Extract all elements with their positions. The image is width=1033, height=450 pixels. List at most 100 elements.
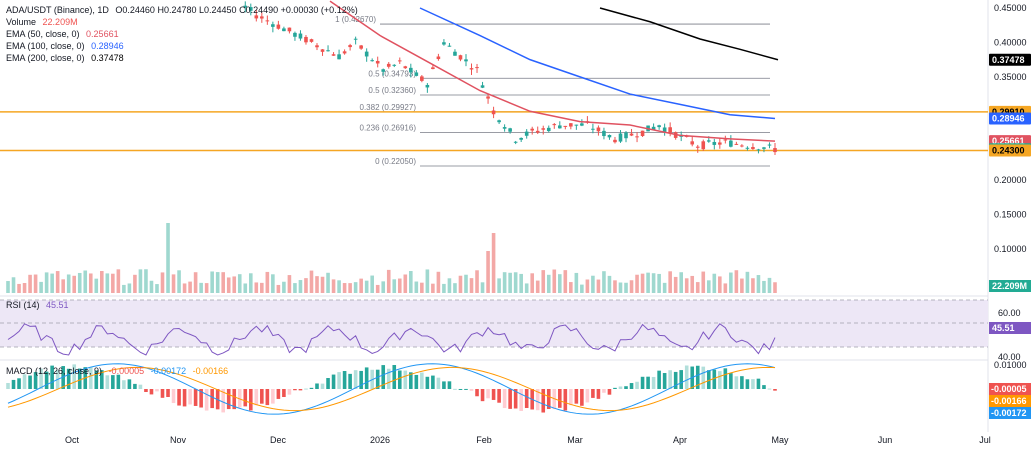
volume-bar [420,282,424,293]
volume-bar [11,277,16,293]
macd-hist-bar [425,376,430,389]
macd-label: MACD (12, 26, close, 9) [6,366,103,376]
volume-bar [684,278,689,293]
macd-hist-bar [651,376,656,389]
volume-bar [762,280,766,293]
volume-bar [44,272,49,293]
volume-bar [651,273,656,293]
macd-hist-bar [673,371,678,389]
candle-body [453,51,457,56]
macd-hist-bar [204,389,209,411]
candle-body [260,16,264,19]
volume-bar [39,281,43,293]
rsi-badge-text: 45.51 [992,323,1015,333]
macd-hist-bar [237,389,242,408]
volume-bar [668,271,672,293]
macd-hist-bar [326,378,330,389]
volume-bar [166,223,170,293]
macd-hist-bar [260,389,264,404]
volume-bar [580,284,584,293]
macd-hist-bar [77,368,82,389]
volume-bar [326,272,330,293]
macd-hist-bar [392,365,397,389]
macd-hist-bar [61,366,65,389]
macd-hist-bar [88,367,93,389]
macd-hist-bar [282,389,286,398]
volume-bar [210,271,214,293]
volume-bar [100,271,104,293]
candle-body [298,33,303,39]
macd-hist-bar [563,389,568,411]
macd-hist-bar [111,375,115,389]
candle-body [546,127,551,132]
macd-hist-bar [557,389,562,408]
time-tick-label: Oct [65,435,80,445]
macd-hist-bar [618,386,623,389]
candle-body [756,149,761,151]
candle-body [519,137,523,140]
fib-level-label: 0.5 (0.32360) [368,86,416,95]
ohlc-high: H0.24780 [157,5,197,15]
macd-badge [989,395,1031,407]
macd-hist-bar [210,389,214,409]
candle-body [243,5,248,8]
macd-hist-bar [397,370,402,389]
volume-bar [215,272,220,293]
price-badge [989,144,1031,157]
volume-bar [486,251,490,293]
candle-body [740,145,744,147]
volume-bar [375,284,380,293]
macd-hist-bar [602,389,606,393]
volume-bar [298,280,303,293]
candle-body [276,24,281,29]
macd-hist-bar [712,369,717,389]
macd-hist-bar [431,375,435,389]
macd-hist-bar [706,370,711,389]
volume-bar [17,283,21,293]
candle-body [364,51,369,57]
ohlc-close: C0.24490 [239,5,279,15]
price-badge-text: 0.24300 [992,146,1025,156]
candle-body [635,136,639,138]
candle-body [375,60,380,64]
volume-bar [342,283,347,293]
volume-bar [72,275,77,293]
volume-bar [260,282,264,293]
macd-hist-bar [751,379,755,389]
volume-label: Volume [6,17,37,27]
macd-hist-bar [519,389,523,411]
macd-hist-bar [613,387,617,389]
volume-bar [182,283,187,293]
macd-hist-bar [17,378,21,389]
volume-bar [55,271,60,293]
rsi-tick-label: 60.00 [998,308,1021,318]
candle-body [403,66,408,69]
volume-bar [359,278,363,293]
macd-hist-bar [337,372,341,389]
macd-hist-bar [155,389,159,392]
volume-bar [6,281,10,293]
candle-body [602,130,606,137]
candle-body [282,28,286,32]
candle-body [342,51,347,54]
price-tick-label: 0.45000 [994,3,1027,13]
macd-hist-bar [315,383,319,389]
macd-hist-bar [574,389,579,404]
volume-bar [248,273,253,293]
time-tick-label: 2026 [370,435,390,445]
volume-bar [276,284,281,293]
volume-bar [535,280,540,293]
candle-body [569,123,573,127]
volume-bar [646,272,650,293]
rsi-band [0,300,988,347]
macd-hist-bar [39,368,43,389]
volume-bar [381,281,386,293]
macd-hist-bar [298,389,303,391]
candle-body [431,67,435,70]
volume-bar [618,282,623,293]
volume-bar [116,269,121,293]
price-badge-text: 0.29910 [992,107,1025,117]
volume-bar [596,279,601,293]
time-tick-label: Apr [673,435,687,445]
